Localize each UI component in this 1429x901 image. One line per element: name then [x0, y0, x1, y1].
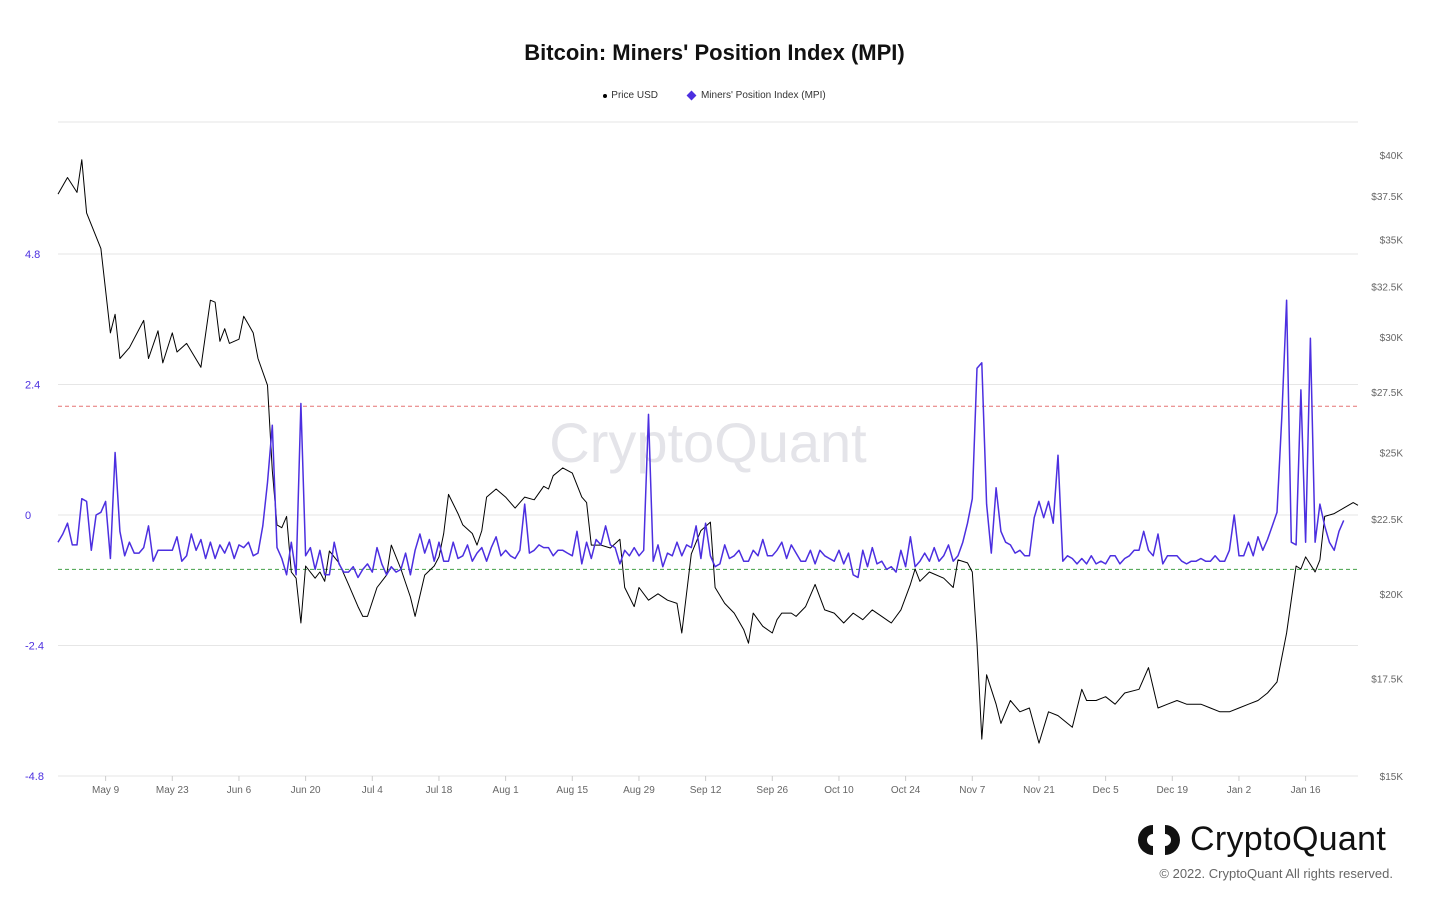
legend-label-price: Price USD [611, 90, 658, 101]
y-right-tick-label: $20K [1380, 590, 1404, 601]
logo-text: CryptoQuant [1190, 820, 1387, 858]
x-tick-label: Nov 7 [959, 785, 986, 796]
y-right-tick-label: $40K [1380, 151, 1404, 162]
x-tick-label: Jun 6 [227, 785, 252, 796]
y-right-tick-label: $32.5K [1371, 282, 1403, 293]
y-right-tick-label: $25K [1380, 449, 1404, 460]
legend-item-price[interactable]: Price USD [603, 90, 658, 101]
legend-item-mpi[interactable]: Miners' Position Index (MPI) [686, 90, 826, 101]
y-right-tick-label: $35K [1380, 235, 1404, 246]
y-right-tick-label: $27.5K [1371, 388, 1403, 399]
x-tick-label: Aug 1 [493, 785, 520, 796]
y-right-tick-label: $15K [1380, 772, 1404, 783]
x-tick-label: May 23 [156, 785, 189, 796]
y-right-tick-label: $17.5K [1371, 674, 1403, 685]
x-tick-label: Dec 19 [1156, 785, 1188, 796]
x-tick-label: Sep 26 [756, 785, 788, 796]
grid-layer [58, 121, 1358, 777]
y-right-tick-label: $37.5K [1371, 192, 1403, 203]
x-tick-label: Oct 10 [824, 785, 854, 796]
price-series-line [57, 159, 1359, 744]
x-tick-label: Nov 21 [1023, 785, 1055, 796]
price-legend-marker-icon [603, 93, 608, 98]
copyright-text: © 2022. CryptoQuant All rights reserved. [1159, 866, 1393, 881]
x-tick-label: Sep 12 [690, 785, 722, 796]
y-left-tick-label: -4.8 [25, 771, 44, 783]
x-tick-label: Jul 18 [426, 785, 453, 796]
series-layer [57, 159, 1359, 744]
cryptoquant-logo: CryptoQuant [1136, 820, 1386, 859]
legend-label-mpi: Miners' Position Index (MPI) [700, 90, 826, 101]
x-tick-label: May 9 [92, 785, 120, 796]
x-tick-label: Dec 5 [1093, 785, 1120, 796]
y-left-tick-label: -2.4 [25, 641, 44, 653]
y-left-tick-label: 4.8 [25, 249, 40, 261]
y-left-tick-label: 0 [25, 510, 31, 522]
axis-layer: 4.8 2.4 0 -2.4 -4.8 $15K $17.5K $20K $22.5K $25K $… [25, 151, 1403, 796]
watermark-text: CryptoQuant [549, 411, 867, 474]
x-tick-label: Jun 20 [291, 785, 321, 796]
logo-mark-icon [1138, 824, 1180, 855]
x-tick-label: Aug 15 [556, 785, 588, 796]
chart-title: Bitcoin: Miners' Position Index (MPI) [524, 40, 905, 65]
chart-legend: Price USD Miners' Position Index (MPI) [0, 90, 1429, 101]
x-tick-label: Jan 2 [1227, 785, 1252, 796]
y-right-tick-label: $30K [1380, 333, 1404, 344]
mpi-series-line [57, 299, 1345, 579]
x-tick-label: Aug 29 [623, 785, 655, 796]
x-tick-label: Jul 4 [362, 785, 384, 796]
y-left-tick-label: 2.4 [25, 380, 40, 392]
x-tick-label: Oct 24 [891, 785, 921, 796]
y-right-tick-label: $22.5K [1371, 515, 1403, 526]
x-tick-label: Jan 16 [1291, 785, 1321, 796]
